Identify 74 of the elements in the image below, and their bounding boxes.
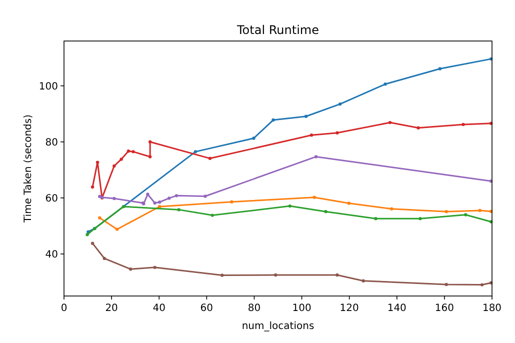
x-tick-label: 40 — [152, 303, 166, 314]
point — [208, 156, 212, 160]
point — [168, 196, 171, 200]
point — [146, 192, 150, 196]
point — [304, 114, 308, 118]
point — [132, 150, 135, 154]
point — [274, 273, 278, 277]
point — [230, 200, 234, 204]
point — [210, 214, 214, 217]
point — [444, 282, 448, 286]
x-tick-label: 120 — [340, 303, 359, 314]
point — [324, 210, 328, 214]
y-tick-label: 60 — [45, 193, 58, 204]
point — [128, 268, 132, 271]
point — [158, 200, 162, 204]
point — [480, 283, 484, 286]
point — [312, 196, 316, 199]
x-tick-label: 100 — [292, 303, 312, 314]
chart-title: Total Runtime — [236, 23, 319, 37]
point — [204, 194, 207, 198]
point — [96, 160, 100, 164]
point — [148, 140, 152, 144]
point — [374, 217, 378, 220]
point — [220, 274, 224, 277]
x-tick-label: 180 — [482, 303, 502, 314]
point — [115, 228, 119, 231]
point — [416, 126, 420, 130]
point — [336, 131, 339, 135]
point — [177, 208, 180, 212]
point — [438, 67, 442, 70]
point — [444, 210, 448, 214]
point — [347, 202, 350, 205]
point — [310, 134, 314, 137]
point — [384, 82, 387, 86]
point — [464, 213, 468, 216]
x-axis-title: num_locations — [242, 321, 314, 332]
point — [338, 102, 342, 106]
point — [126, 150, 130, 153]
x-tick-label: 20 — [105, 303, 118, 314]
y-tick-label: 100 — [38, 81, 58, 92]
point — [478, 208, 482, 212]
x-tick-label: 0 — [60, 303, 68, 314]
point — [102, 256, 106, 260]
point — [462, 122, 465, 126]
point — [112, 196, 116, 200]
point — [194, 150, 198, 154]
point — [120, 158, 123, 161]
x-tick-label: 140 — [387, 303, 406, 314]
point — [112, 164, 116, 168]
point — [362, 279, 365, 282]
point — [336, 273, 339, 277]
y-tick-label: 80 — [45, 137, 58, 148]
point — [390, 207, 394, 210]
point — [174, 194, 178, 198]
point — [252, 136, 256, 140]
point — [148, 155, 152, 158]
x-tick-label: 80 — [248, 303, 261, 314]
x-tick-label: 60 — [200, 303, 214, 314]
point — [86, 233, 89, 236]
point — [98, 216, 102, 220]
point — [158, 205, 162, 208]
point — [153, 266, 156, 270]
point — [90, 185, 94, 189]
y-axis-title: Time Taken (seconds) — [23, 114, 34, 224]
point — [272, 118, 275, 122]
point — [418, 217, 422, 220]
point — [122, 205, 126, 208]
point — [314, 155, 318, 158]
point — [153, 201, 156, 205]
point — [90, 242, 94, 245]
y-tick-label: 40 — [45, 249, 58, 260]
x-tick-label: 160 — [434, 303, 454, 314]
point — [388, 120, 392, 124]
point — [288, 204, 292, 208]
